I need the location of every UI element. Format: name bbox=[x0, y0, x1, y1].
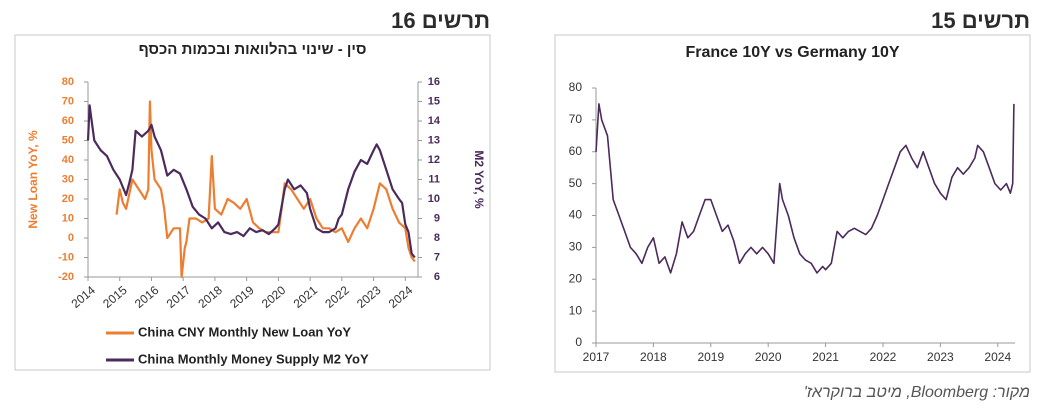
y-tick-label: 30 bbox=[62, 173, 74, 185]
x-tick-label: 2020 bbox=[755, 350, 782, 364]
y-tick-label: 40 bbox=[569, 208, 583, 222]
x-tick-label: 2019 bbox=[697, 350, 724, 364]
y-tick-label: 50 bbox=[62, 134, 74, 146]
y-tick-label: 70 bbox=[62, 95, 74, 107]
figure-label: תרשים 15 bbox=[931, 8, 1030, 33]
y-tick-label: 0 bbox=[575, 335, 582, 349]
y2-tick-label: 12 bbox=[428, 154, 440, 166]
y-tick-label: 60 bbox=[569, 144, 583, 158]
panel-frame bbox=[554, 34, 1031, 373]
y2-tick-label: 8 bbox=[434, 232, 440, 244]
data-line bbox=[115, 100, 416, 279]
y2-tick-label: 6 bbox=[434, 271, 440, 283]
y-tick-label: 70 bbox=[569, 112, 583, 126]
y2-tick-label: 16 bbox=[428, 76, 440, 88]
y-tick-label: 0 bbox=[68, 232, 74, 244]
y2-tick-label: 13 bbox=[428, 134, 440, 146]
y-tick-label: 60 bbox=[62, 115, 74, 127]
x-tick-label: 2022 bbox=[870, 350, 897, 364]
legend-label: China CNY Monthly New Loan YoY bbox=[138, 324, 351, 339]
y-tick-label: -20 bbox=[58, 271, 74, 283]
y-axis-label: New Loan YoY, % bbox=[26, 130, 40, 229]
x-tick-label: 2021 bbox=[812, 350, 839, 364]
data-line bbox=[86, 104, 416, 259]
y-tick-label: -10 bbox=[58, 251, 74, 263]
y2-tick-label: 15 bbox=[428, 95, 440, 107]
x-tick-label: 2024 bbox=[984, 350, 1011, 364]
y2-tick-label: 11 bbox=[428, 173, 440, 185]
y2-tick-label: 14 bbox=[428, 115, 441, 127]
y-tick-label: 20 bbox=[62, 193, 74, 205]
figure-label: תרשים 16 bbox=[391, 8, 490, 33]
y-tick-label: 20 bbox=[569, 271, 583, 285]
y-tick-label: 80 bbox=[62, 76, 74, 88]
x-tick-label: 2023 bbox=[927, 350, 954, 364]
chart-title: France 10Y vs Germany 10Y bbox=[685, 44, 899, 61]
y2-tick-label: 7 bbox=[434, 251, 440, 263]
y2-axis-label: M2 YoY, % bbox=[472, 150, 486, 209]
x-tick-label: 2017 bbox=[583, 350, 610, 364]
chart-title: סין - שינוי בהלוואות ובכמות הכסף bbox=[139, 41, 367, 58]
y-tick-label: 10 bbox=[569, 303, 583, 317]
y2-tick-label: 10 bbox=[428, 193, 440, 205]
y-tick-label: 80 bbox=[569, 80, 583, 94]
y-tick-label: 30 bbox=[569, 240, 583, 254]
x-tick-label: 2018 bbox=[640, 350, 667, 364]
y-tick-label: 50 bbox=[569, 176, 583, 190]
panel-frame bbox=[14, 34, 491, 371]
y-tick-label: 10 bbox=[62, 212, 74, 224]
y-tick-label: 40 bbox=[62, 154, 74, 166]
source-note: מקור: Bloomberg, מיטב ברוקראז' bbox=[804, 384, 1030, 401]
y2-tick-label: 9 bbox=[434, 212, 440, 224]
legend-label: China Monthly Money Supply M2 YoY bbox=[138, 351, 369, 366]
data-line bbox=[595, 103, 1015, 274]
